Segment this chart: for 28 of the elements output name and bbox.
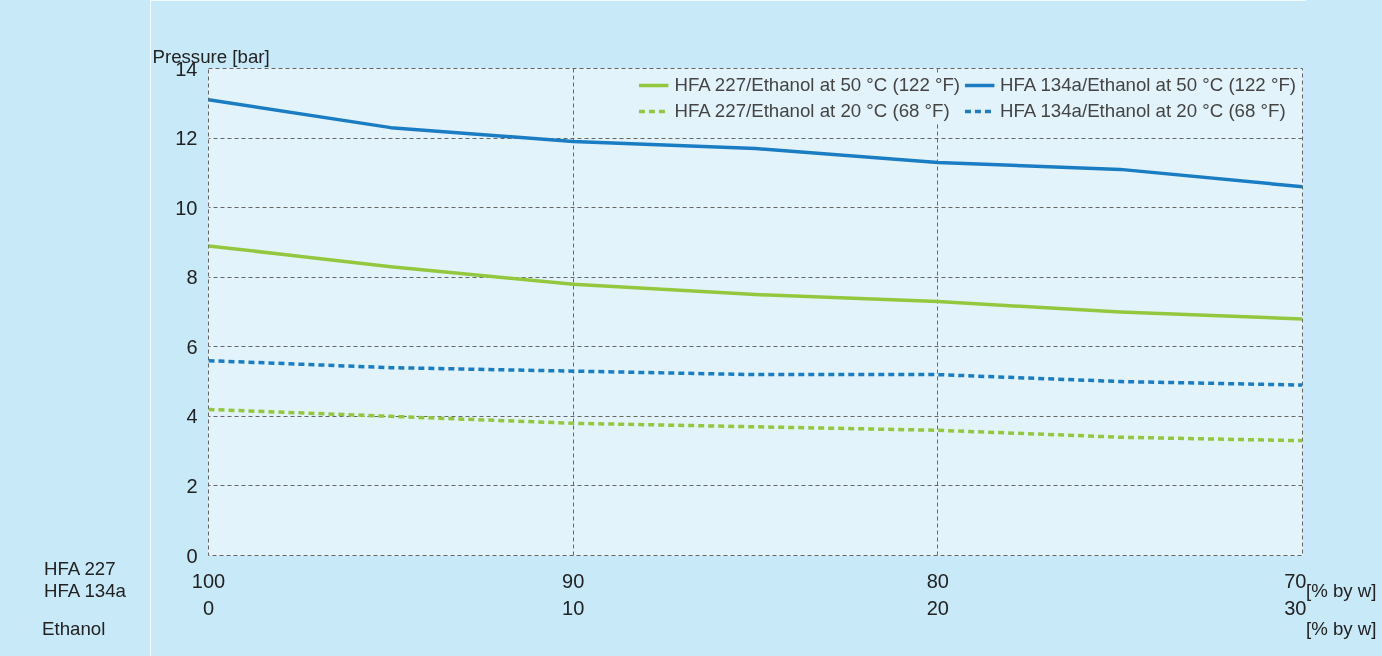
annotation: [% by w] [1306,617,1377,641]
annotation: HFA 134a [44,579,126,603]
legend-label: HFA 227/Ethanol at 50 °C (122 °F) [674,74,961,96]
y-tick-label: 2 [186,474,198,497]
y-tick-label: 6 [186,335,198,358]
y-tick-label: 4 [186,405,198,428]
y-tick-label: 8 [186,266,198,289]
line-series [208,98,1303,189]
legend-label: HFA 227/Ethanol at 20 °C (68 °F) [674,100,950,122]
x2-tick-label: 30 [1284,596,1307,619]
annotation: Ethanol [42,617,106,641]
x-tick-label: 70 [1284,569,1307,592]
legend-label: HFA 134a/Ethanol at 50 °C (122 °F) [1000,74,1296,96]
x2-tick-label: 20 [926,596,949,619]
line-series [208,244,1303,321]
x-tick-label: 90 [562,569,585,592]
x-tick-label: 80 [926,569,949,592]
y-tick-label: 12 [175,127,198,150]
x2-tick-label: 0 [202,596,215,619]
annotation: [% by w] [1306,580,1377,601]
y-tick-label: 10 [175,196,198,219]
annotation: HFA 227 [44,557,116,581]
y-tick-label: 0 [186,544,198,567]
line-series [208,358,1303,387]
legend-label: HFA 134a/Ethanol at 20 °C (68 °F) [1000,100,1286,122]
x-tick-label: 100 [191,569,226,592]
line-series [208,407,1303,443]
x2-tick-label: 10 [562,596,585,619]
